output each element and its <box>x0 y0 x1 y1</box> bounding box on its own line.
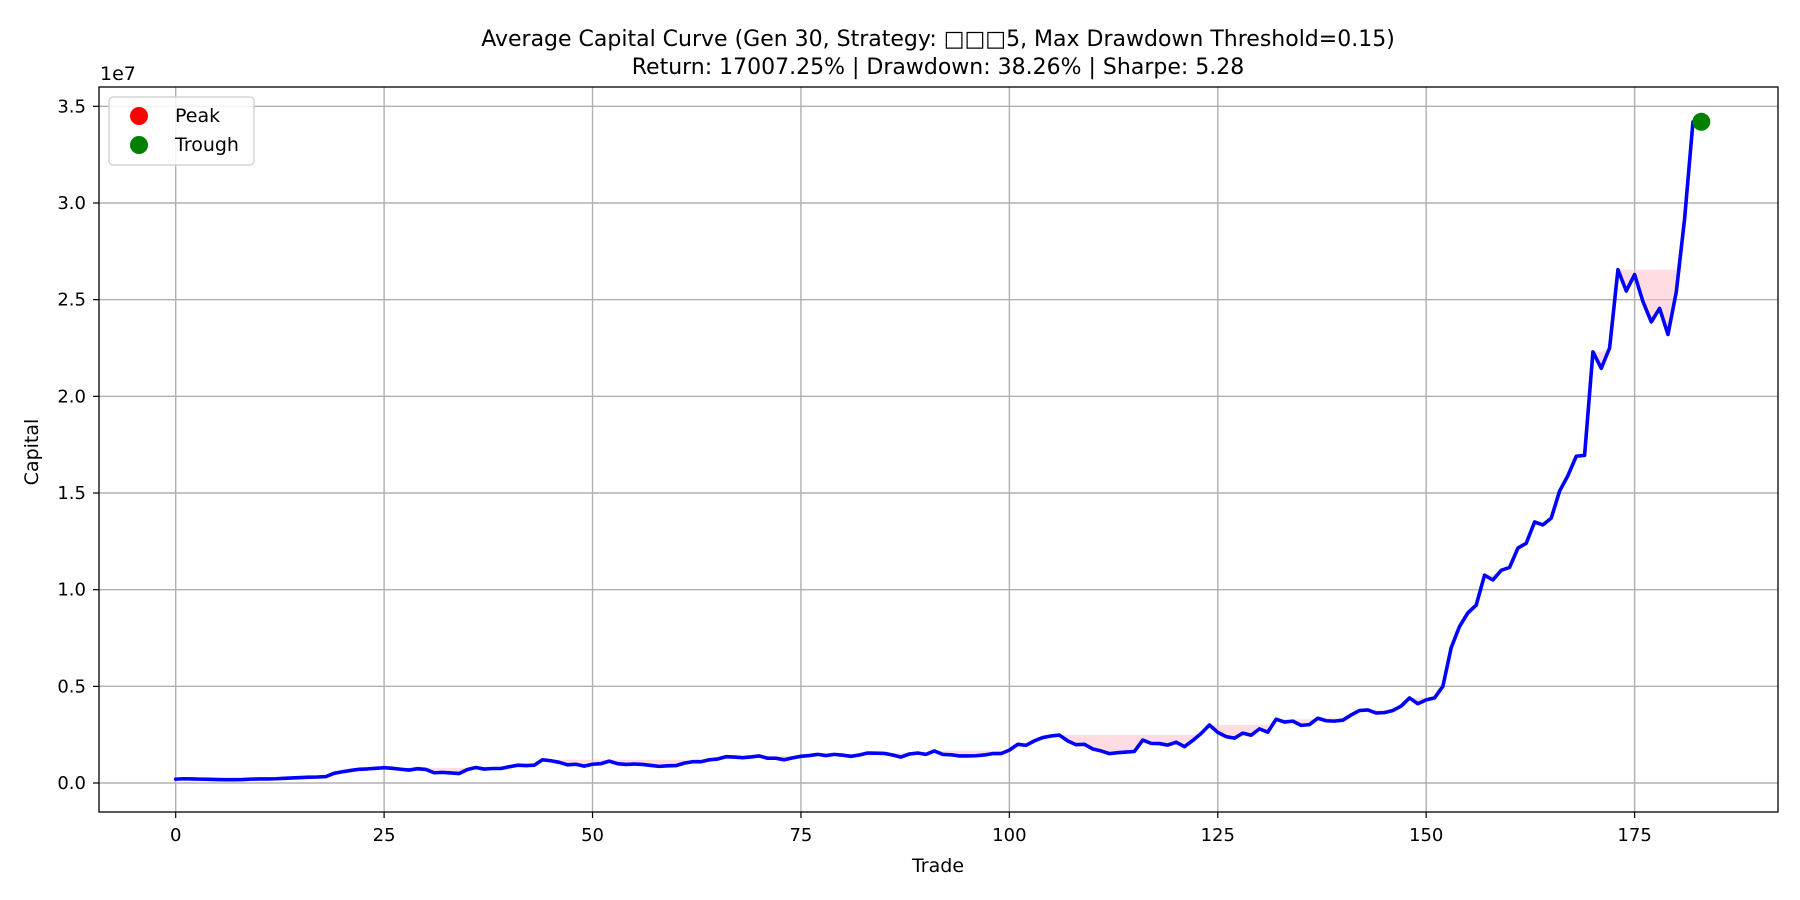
y-tick-label: 3.0 <box>57 193 86 214</box>
x-tick-label: 100 <box>992 825 1026 846</box>
x-tick-label: 150 <box>1409 825 1443 846</box>
plot-frame <box>98 86 1779 813</box>
marker-layer <box>1692 112 1711 131</box>
y-tick-label: 2.5 <box>57 290 86 311</box>
x-tick-label: 25 <box>373 825 396 846</box>
y-tick-label: 0.5 <box>57 676 86 697</box>
trough-marker <box>1692 112 1711 131</box>
y-axis-ticks: 0.0 0.5 1.0 1.5 2.0 2.5 3.0 3.5 <box>57 96 99 794</box>
y-tick-label: 1.5 <box>57 483 86 504</box>
series-layer <box>173 120 1704 782</box>
y-tick-label: 3.5 <box>57 96 86 117</box>
legend-trough-label: Trough <box>174 134 239 156</box>
x-tick-label: 75 <box>789 825 812 846</box>
capital-line <box>173 120 1704 782</box>
grid <box>99 87 1778 812</box>
legend-trough-marker <box>130 136 148 154</box>
y-tick-label: 0.0 <box>57 773 86 794</box>
y-tick-label: 2.0 <box>57 386 86 407</box>
chart-subtitle: Return: 17007.25% | Drawdown: 38.26% | S… <box>632 55 1245 80</box>
legend-peak-marker <box>130 107 148 125</box>
x-axis-label: Trade <box>911 855 964 877</box>
x-tick-label: 175 <box>1617 825 1651 846</box>
y-tick-label: 1.0 <box>57 580 86 601</box>
chart-title: Average Capital Curve (Gen 30, Strategy:… <box>481 27 1395 52</box>
x-tick-label: 125 <box>1201 825 1235 846</box>
legend-peak-label: Peak <box>175 105 220 127</box>
x-axis-ticks: 0 25 50 75 100 125 150 175 <box>170 812 1652 846</box>
x-tick-label: 50 <box>581 825 604 846</box>
legend: Peak Trough <box>108 96 255 166</box>
y-axis-label: Capital <box>21 419 43 486</box>
y-offset-label: 1e7 <box>100 63 136 85</box>
x-tick-label: 0 <box>170 825 181 846</box>
